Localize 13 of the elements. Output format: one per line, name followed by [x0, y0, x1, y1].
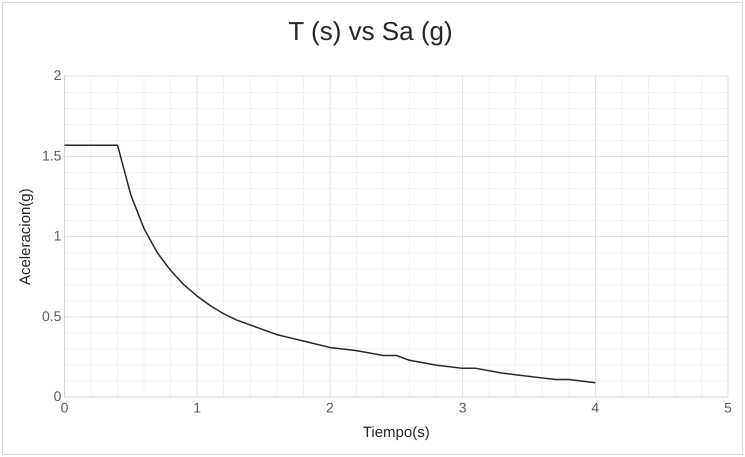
y-tick-label: 2 — [54, 67, 62, 84]
x-axis-title: Tiempo(s) — [362, 424, 430, 442]
x-tick-label: 2 — [326, 399, 334, 416]
x-tick-label: 3 — [458, 399, 467, 416]
y-tick-label: 0 — [54, 388, 62, 404]
y-tick-label: 1 — [54, 228, 62, 244]
y-tick-label: 1.5 — [42, 147, 62, 164]
y-tick-label: 0.5 — [42, 308, 62, 324]
x-tick-label: 4 — [591, 399, 600, 416]
x-tick-label: 5 — [724, 399, 732, 416]
y-axis-title: Aceleracion(g) — [17, 188, 34, 286]
x-tick-label: 1 — [193, 399, 202, 416]
chart-title: T (s) vs Sa (g) — [288, 16, 453, 46]
